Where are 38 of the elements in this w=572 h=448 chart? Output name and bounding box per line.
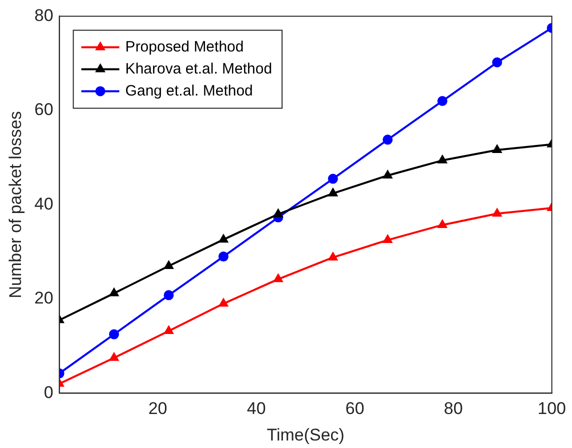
point — [218, 252, 228, 262]
x-axis-title: Time(Sec) — [266, 425, 344, 444]
point — [492, 57, 502, 68]
point — [109, 329, 120, 340]
point — [328, 174, 338, 184]
y-tick-label: 20 — [34, 288, 54, 308]
x-tick-label: 60 — [345, 399, 364, 418]
y-tick-label: 60 — [34, 100, 54, 120]
point — [438, 220, 447, 228]
x-tick-label: 100 — [538, 399, 566, 418]
y-axis-title: Number of packet losses — [6, 111, 25, 298]
point — [274, 274, 283, 282]
point — [164, 326, 174, 334]
x-tick-label: 20 — [148, 399, 168, 418]
point — [382, 134, 393, 145]
y-tick-label: 80 — [34, 6, 54, 25]
x-tick-label: 80 — [444, 399, 463, 418]
point — [492, 145, 502, 154]
legend-label: Proposed Method — [125, 38, 244, 56]
point — [110, 352, 118, 361]
point — [219, 298, 228, 307]
point — [328, 188, 338, 196]
point — [110, 288, 118, 296]
y-tick-label: 40 — [34, 194, 54, 214]
point — [328, 252, 338, 260]
y-tick-label: 0 — [44, 382, 54, 402]
x-tick-label: 40 — [246, 399, 266, 418]
point — [383, 235, 392, 244]
point — [274, 209, 283, 218]
point — [383, 170, 392, 178]
legend-label: Gang et.al. Method — [125, 82, 253, 100]
point — [164, 260, 174, 269]
point — [438, 155, 447, 164]
point — [164, 290, 174, 300]
point — [437, 96, 448, 106]
point — [492, 208, 502, 217]
legend-label: Kharova et.al. Method — [125, 60, 272, 78]
point — [219, 234, 228, 243]
